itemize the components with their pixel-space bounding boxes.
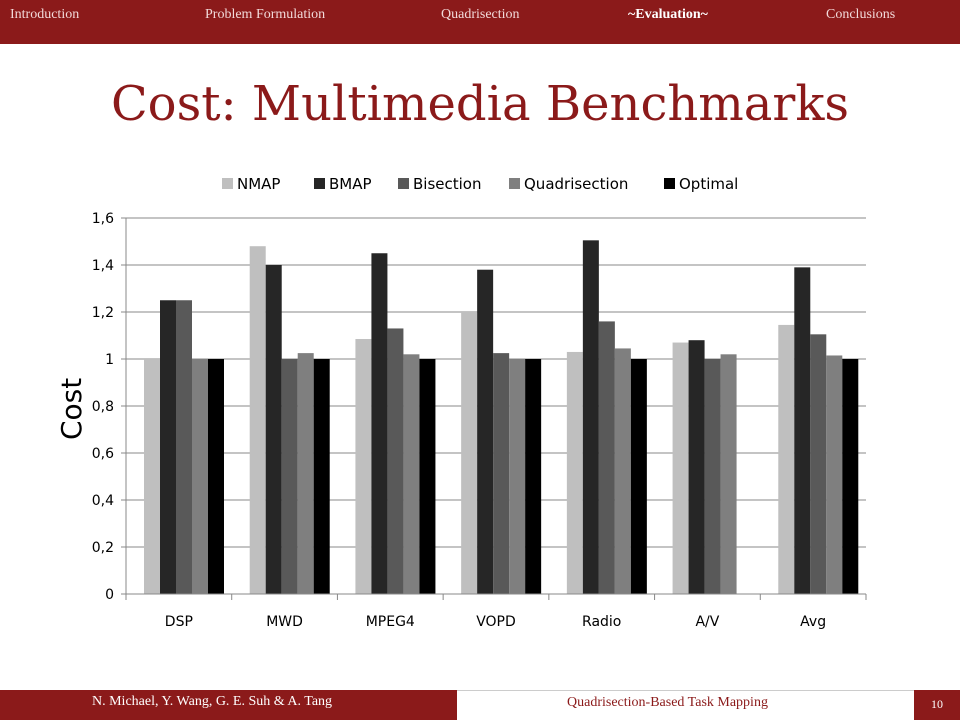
bar-nmap-mpeg4	[355, 339, 372, 594]
x-tick-label: DSP	[165, 614, 193, 630]
bar-bmap-av	[688, 340, 705, 594]
bar-bisection-dsp	[176, 300, 192, 594]
chart-bars	[144, 240, 859, 594]
x-tick-label: Avg	[800, 614, 826, 630]
bar-bmap-mwd	[265, 265, 282, 594]
bar-nmap-radio	[566, 351, 583, 594]
legend-label-bisection: Bisection	[413, 175, 481, 193]
bar-bisection-mpeg4	[387, 328, 404, 594]
nav-item-introduction[interactable]: Introduction	[10, 7, 80, 22]
legend-label-nmap: NMAP	[237, 175, 280, 193]
y-tick-label: 0,8	[92, 399, 114, 415]
bar-bmap-vopd	[477, 269, 494, 594]
bar-nmap-avg	[778, 324, 795, 594]
y-tick-label: 1,6	[92, 211, 114, 227]
footer-authors: N. Michael, Y. Wang, G. E. Suh & A. Tang	[92, 694, 333, 709]
bar-chart: NMAP BMAP Bisection Quadrisection Optimal 00…	[92, 175, 867, 630]
bar-optimal-radio	[630, 359, 647, 594]
nav-item-quadrisection[interactable]: Quadrisection	[441, 7, 520, 22]
legend-label-optimal: Optimal	[679, 175, 738, 193]
x-tick-label: MWD	[266, 614, 303, 630]
bar-bisection-av	[704, 359, 721, 594]
bar-quadrisection-avg	[826, 355, 843, 594]
bar-nmap-av	[672, 342, 689, 594]
bar-optimal-mpeg4	[419, 359, 436, 594]
bar-quadrisection-vopd	[509, 359, 526, 594]
y-tick-label: 0	[105, 587, 114, 603]
chart-axes: 0 0,2 0,4 0,6 0,8 1 1,2 1,4 1,6 DSP MWD MPEG4 VOPD Ra…	[92, 211, 867, 630]
bar-bmap-radio	[582, 240, 599, 594]
bar-quadrisection-radio	[614, 348, 631, 594]
nav-item-problem-formulation[interactable]: Problem Formulation	[205, 7, 326, 22]
slide-number-box: 10	[914, 690, 960, 720]
y-axis-label: Cost	[55, 377, 88, 440]
footer-authors-bar: N. Michael, Y. Wang, G. E. Suh & A. Tang	[0, 690, 457, 720]
nav-item-conclusions[interactable]: Conclusions	[826, 7, 896, 22]
legend-swatch-quadrisection	[509, 178, 520, 189]
y-tick-label: 1,4	[92, 258, 114, 274]
y-tick-label: 1,2	[92, 305, 114, 321]
page-title: Cost: Multimedia Benchmarks	[110, 76, 850, 132]
y-tick-label: 0,2	[92, 540, 114, 556]
bar-quadrisection-av	[720, 354, 737, 594]
bar-nmap-dsp	[144, 359, 160, 594]
x-tick-label: VOPD	[476, 614, 516, 630]
bar-bisection-radio	[598, 321, 615, 594]
bar-bisection-vopd	[493, 353, 510, 594]
legend-swatch-bisection	[398, 178, 409, 189]
top-navigation-bar: Introduction Problem Formulation Quadris…	[0, 0, 960, 44]
legend-swatch-optimal	[664, 178, 675, 189]
bar-bisection-avg	[810, 334, 827, 594]
legend-swatch-nmap	[222, 178, 233, 189]
footer-title-bar: Quadrisection-Based Task Mapping	[457, 690, 914, 720]
x-tick-label: Radio	[582, 614, 621, 630]
bar-bmap-dsp	[160, 300, 176, 594]
bar-optimal-dsp	[208, 359, 224, 594]
legend-swatch-bmap	[314, 178, 325, 189]
y-tick-label: 1	[105, 352, 114, 368]
x-tick-label: MPEG4	[366, 614, 415, 630]
bar-bisection-mwd	[281, 359, 298, 594]
bar-optimal-avg	[842, 359, 859, 594]
slide-number: 10	[931, 697, 943, 711]
bar-bmap-mpeg4	[371, 253, 388, 594]
bar-nmap-vopd	[461, 312, 478, 594]
bar-quadrisection-dsp	[192, 359, 208, 594]
chart-legend: NMAP BMAP Bisection Quadrisection Optimal	[222, 175, 738, 193]
x-tick-label: A/V	[695, 614, 719, 630]
bar-quadrisection-mpeg4	[403, 354, 420, 594]
bar-nmap-mwd	[249, 246, 266, 594]
bar-optimal-mwd	[313, 359, 330, 594]
y-tick-label: 0,4	[92, 493, 114, 509]
bar-quadrisection-mwd	[297, 353, 314, 594]
bar-bmap-avg	[794, 267, 811, 594]
legend-label-quadrisection: Quadrisection	[524, 175, 628, 193]
legend-label-bmap: BMAP	[329, 175, 372, 193]
y-tick-label: 0,6	[92, 446, 114, 462]
nav-item-evaluation[interactable]: ~Evaluation~	[628, 7, 708, 22]
footer-talk-title: Quadrisection-Based Task Mapping	[567, 695, 768, 710]
bar-optimal-vopd	[525, 359, 542, 594]
